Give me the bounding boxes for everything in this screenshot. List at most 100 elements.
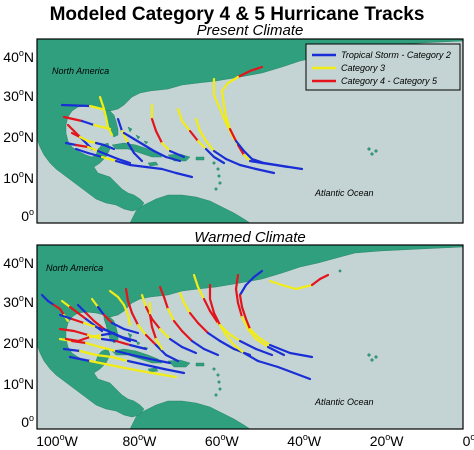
track-segment (294, 283, 314, 291)
track-segment (66, 123, 76, 133)
track-segment (76, 311, 88, 321)
legend-label-c3: Category 3 (341, 63, 385, 73)
track-segment (122, 327, 140, 335)
track-segment (84, 311, 96, 323)
track-segment (68, 305, 80, 315)
track-segment (176, 107, 184, 123)
legend-label-c45: Category 4 - Category 5 (341, 76, 438, 86)
track-segment (196, 285, 206, 301)
panel-subtitle-present: Present Climate (197, 22, 304, 39)
track-segment (268, 279, 284, 287)
track-segment (162, 367, 186, 375)
track-segment (192, 273, 200, 289)
track-segment (114, 333, 132, 343)
track-segment (158, 327, 172, 341)
track-segment (256, 359, 280, 369)
track-segment (212, 155, 226, 165)
lon-tick-40: 40oW (287, 432, 322, 449)
track-segment (88, 104, 104, 111)
track-segment (250, 157, 266, 165)
hurricane-track-present-13 (220, 65, 290, 169)
track-segment (188, 129, 200, 143)
track-segment (240, 315, 250, 331)
longitude-ticks: 100oW 80oW 60oW 40oW 20oW 0o (36, 432, 474, 449)
track-segment (220, 81, 230, 93)
map-panel-present: North America Atlantic Ocean Tropical St… (36, 38, 464, 224)
track-segment (234, 139, 246, 153)
hurricane-track-warmed-17 (238, 269, 314, 359)
track-segment (202, 347, 220, 357)
track-segment (246, 327, 258, 341)
track-segment (188, 311, 200, 325)
track-segment (208, 297, 216, 315)
track-segment (226, 331, 242, 343)
track-segment (180, 345, 198, 355)
track-segment (68, 355, 92, 363)
track-segment (114, 349, 134, 357)
track-segment (102, 107, 108, 119)
track-segment (172, 319, 184, 333)
track-segment (236, 301, 244, 319)
track-segment (126, 313, 132, 327)
track-segment (154, 129, 164, 145)
track-segment (106, 153, 120, 161)
track-segment (86, 145, 100, 153)
track-segment (276, 365, 312, 381)
track-segment (174, 171, 194, 179)
track-segment (262, 161, 290, 169)
track-segment (242, 153, 252, 163)
hurricane-track-warmed-12 (158, 285, 220, 357)
track-segment (242, 351, 260, 363)
track-segment (160, 141, 172, 153)
lat-tick-warmed-40: 40oN (3, 254, 34, 271)
track-segment (220, 89, 226, 107)
track-segment (158, 285, 166, 299)
track-segment (100, 155, 118, 163)
track-segment (238, 163, 258, 171)
lat-tick-warmed-30: 30oN (3, 293, 34, 310)
track-segment (238, 293, 244, 309)
track-segment (96, 149, 110, 157)
track-segment (100, 337, 118, 343)
track-segment (82, 321, 98, 329)
track-segment (122, 131, 136, 141)
track-segment (244, 275, 256, 287)
track-segment (116, 295, 126, 307)
track-segment (218, 339, 236, 351)
map-panel-warmed: North America Atlantic Ocean (36, 244, 464, 430)
track-segment (60, 299, 72, 309)
hurricane-track-warmed-7 (68, 355, 178, 379)
track-segment (168, 337, 184, 349)
track-segment (238, 283, 248, 297)
track-segment (268, 343, 292, 355)
track-segment (238, 339, 258, 351)
track-segment (150, 325, 158, 341)
frame-present (36, 38, 464, 224)
hurricane-track-present-14 (98, 95, 114, 137)
track-segment (124, 287, 130, 303)
track-segment (116, 117, 124, 133)
track-segment (88, 359, 112, 367)
track-segment (204, 139, 216, 153)
track-segment (62, 115, 84, 123)
track-segment (128, 163, 148, 169)
track-segment (58, 327, 76, 333)
track-segment (80, 119, 96, 127)
track-segment (86, 139, 98, 145)
hurricane-track-present-2 (62, 115, 112, 131)
track-segment (96, 305, 106, 317)
track-segment (98, 95, 106, 111)
track-segment (58, 307, 66, 317)
track-segment (114, 159, 132, 167)
hurricane-track-warmed-10 (124, 287, 180, 363)
track-segment (168, 149, 186, 159)
track-segment (128, 343, 148, 351)
track-segment (74, 147, 90, 155)
track-segment (122, 303, 130, 317)
track-segment (72, 329, 90, 337)
frame-warmed (36, 244, 464, 430)
track-segment (180, 329, 194, 343)
track-segment (236, 143, 246, 157)
track-segment (144, 165, 164, 171)
track-segment (208, 309, 220, 325)
